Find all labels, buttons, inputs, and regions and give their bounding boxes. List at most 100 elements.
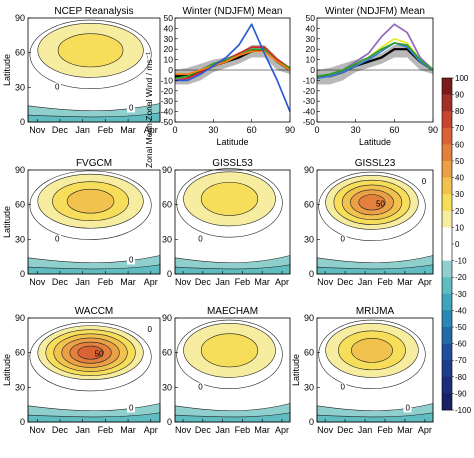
- y-tick-label: 30: [15, 382, 25, 392]
- contour-label: 0: [341, 383, 346, 392]
- x-tick-label: Feb: [235, 425, 251, 435]
- y-tick-label: 0: [309, 269, 314, 279]
- contour-label: 0: [55, 83, 60, 92]
- x-tick-label: Jan: [215, 277, 230, 287]
- colorbar-tick-label: 20: [455, 207, 464, 216]
- y-tick-label: 0: [167, 269, 172, 279]
- spread-band: [175, 45, 290, 85]
- colorbar-swatch: [442, 393, 452, 411]
- y-tick-label: -40: [161, 107, 174, 117]
- panel-6: 50 0 0 Nov Dec Jan Feb Mar Apr 0 30 60 90 WACCM Latitu…: [2, 306, 161, 435]
- x-tick-label: Feb: [98, 277, 114, 287]
- colorbar-tick-label: 10: [455, 223, 464, 232]
- x-axis-label: Latitude: [359, 137, 391, 147]
- x-tick-label: Apr: [144, 277, 158, 287]
- y-tick-label: 0: [20, 417, 25, 427]
- panel-title: Winter (NDJFM) Mean: [182, 6, 282, 17]
- contour-20: [57, 33, 124, 68]
- x-tick-label: Jan: [75, 125, 90, 135]
- y-tick-label: 90: [15, 313, 25, 323]
- panel-title: GISSL23: [355, 158, 396, 169]
- y-axis-label: Latitude: [291, 354, 301, 386]
- colorbar-swatch: [442, 277, 452, 295]
- x-tick-label: Mar: [254, 425, 270, 435]
- colorbar-swatch: [442, 194, 452, 212]
- colorbar-swatch: [442, 177, 452, 195]
- y-tick-label: 40: [306, 23, 316, 33]
- contour-label-bg: [196, 382, 205, 392]
- panel-title: MAECHAM: [207, 306, 258, 317]
- x-tick-label: Apr: [275, 277, 289, 287]
- colorbar-swatch: [442, 293, 452, 311]
- y-tick-label: 90: [15, 13, 25, 23]
- x-tick-label: Mar: [397, 425, 413, 435]
- contour-20: [200, 181, 259, 216]
- y-tick-label: 30: [304, 382, 314, 392]
- y-tick-label: 20: [306, 44, 316, 54]
- x-tick-label: Jan: [358, 277, 373, 287]
- x-tick-label: Apr: [275, 425, 289, 435]
- y-tick-label: 60: [15, 200, 25, 210]
- contour-label: 0: [341, 235, 346, 244]
- panel-title: WACCM: [75, 306, 114, 317]
- y-tick-label: 90: [162, 165, 172, 175]
- contour-60: [77, 345, 104, 360]
- colorbar-swatch: [442, 210, 452, 228]
- series-line-1: [174, 46, 291, 82]
- series-line-4: [316, 42, 434, 78]
- colorbar-tick-label: 60: [455, 140, 464, 149]
- colorbar-swatch: [442, 260, 452, 278]
- x-tick-label: Dec: [337, 277, 354, 287]
- contour-label: 0: [55, 235, 60, 244]
- y-tick-label: 30: [306, 34, 316, 44]
- plot-frame: [316, 169, 434, 275]
- y-tick-label: 90: [162, 313, 172, 323]
- x-tick-label: Jan: [358, 425, 373, 435]
- colorbar: 1009080706050403020100-10-20-30-40-50-60…: [441, 74, 472, 415]
- panel-title: GISSL53: [212, 158, 253, 169]
- colorbar-tick-label: 50: [455, 157, 464, 166]
- contour-label-bg: [419, 176, 428, 186]
- colorbar-tick-label: -40: [455, 306, 467, 315]
- x-tick-label: Apr: [144, 125, 158, 135]
- x-tick-label: Feb: [377, 425, 393, 435]
- y-axis-label: Latitude: [2, 54, 12, 86]
- colorbar-tick-label: -50: [455, 323, 467, 332]
- x-tick-label: Feb: [377, 277, 393, 287]
- y-axis-label: Latitude: [2, 354, 12, 386]
- contour-label: 50: [95, 350, 104, 359]
- y-axis-label: Latitude: [2, 206, 12, 238]
- contour-20: [200, 333, 259, 368]
- plot-frame: [27, 17, 161, 123]
- contour-label-bg: [53, 234, 62, 244]
- y-tick-label: -40: [303, 107, 316, 117]
- panel-title: MRIJMA: [356, 306, 395, 317]
- colorbar-swatch: [442, 127, 452, 145]
- colorbar-swatch: [442, 310, 452, 328]
- y-tick-label: -10: [303, 75, 316, 85]
- y-tick-label: 0: [167, 417, 172, 427]
- plot-frame: [27, 317, 161, 423]
- series-line-4: [175, 23, 291, 112]
- x-axis-label: Latitude: [216, 137, 248, 147]
- contour-label-bg: [126, 255, 135, 265]
- x-tick-label: Feb: [235, 277, 251, 287]
- x-tick-label: Dec: [195, 277, 212, 287]
- x-tick-label: Mar: [120, 125, 136, 135]
- x-tick-label: Dec: [195, 425, 212, 435]
- x-tick-label: 0: [314, 125, 319, 135]
- x-tick-label: Mar: [397, 277, 413, 287]
- y-tick-label: 60: [15, 348, 25, 358]
- y-tick-label: 10: [306, 55, 316, 65]
- x-tick-label: Nov: [29, 125, 46, 135]
- y-tick-label: -30: [161, 96, 174, 106]
- colorbar-tick-label: 0: [455, 240, 460, 249]
- contour-label: 0: [405, 403, 410, 412]
- x-tick-label: Jan: [215, 425, 230, 435]
- colorbar-tick-label: -100: [455, 406, 472, 415]
- colorbar-tick-label: -20: [455, 273, 467, 282]
- colorbar-swatch: [442, 343, 452, 361]
- x-tick-label: Dec: [52, 125, 69, 135]
